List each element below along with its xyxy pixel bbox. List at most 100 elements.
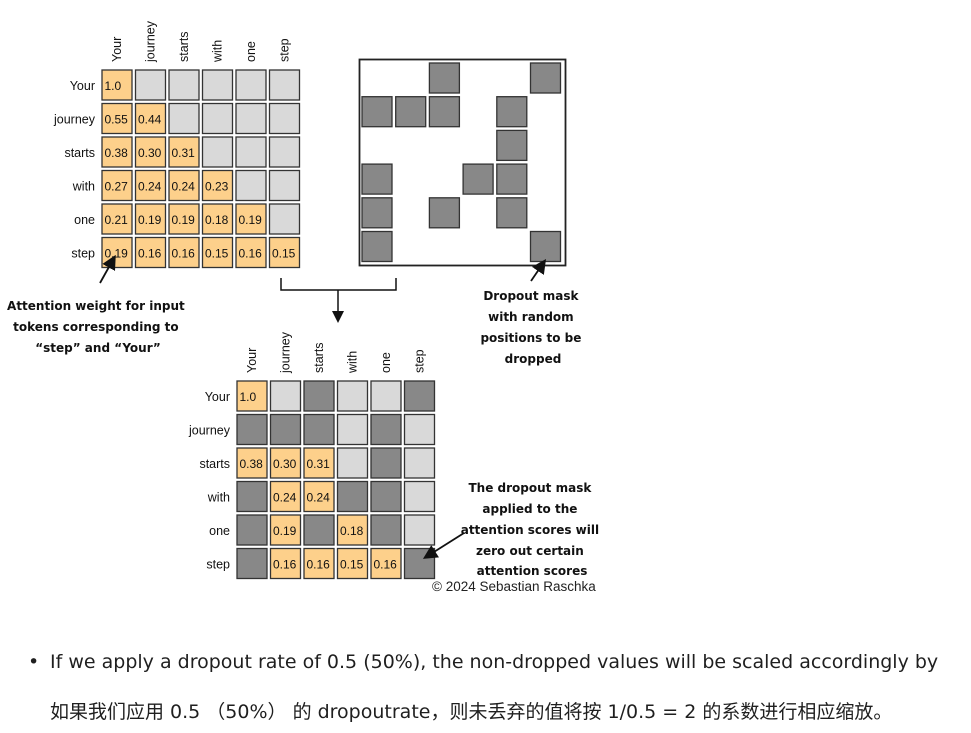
cell-value: 0.19 [273, 524, 297, 538]
cell-value: 0.23 [205, 180, 229, 194]
empty-cell [201, 136, 234, 168]
spellcheck-word: values [597, 651, 659, 673]
column-label: one [244, 41, 258, 62]
attention-weight-annotation: Attention weight for input tokens corres… [7, 299, 189, 355]
mask-cell [462, 163, 494, 195]
weight-cell [134, 203, 167, 235]
bullet-segment: will be [658, 651, 733, 673]
column-label: one [379, 352, 393, 373]
cell-value: 0.18 [340, 524, 364, 538]
weight-cell [134, 169, 167, 202]
cell-value: 0.38 [240, 457, 264, 471]
dropout-mask-annotation: Dropout mask with random positions to be… [480, 289, 585, 366]
weight-cell [168, 203, 200, 235]
kept-cell [303, 480, 335, 513]
cell-value: 0.44 [138, 113, 162, 127]
empty-cell [268, 102, 301, 135]
spellcheck-word: apply [101, 651, 154, 673]
cell-value: 0.30 [138, 146, 162, 160]
mask-cell [361, 197, 393, 229]
mask-cell [496, 197, 528, 229]
cell-value: 1.0 [105, 79, 122, 93]
masked-cell [403, 380, 436, 412]
masked-attention-matrix: Your Your journey journey starts starts with wi… [188, 331, 436, 580]
bullet-segment: If we [50, 651, 102, 673]
cell-value: 0.16 [239, 247, 263, 261]
cell-value: 0.27 [105, 180, 129, 194]
masked-cell [370, 413, 402, 446]
weight-cell [101, 203, 133, 235]
column-label: step [413, 349, 427, 373]
kept-cell [269, 447, 302, 479]
column-label: with [346, 351, 360, 374]
mask-callout-arrow [530, 259, 547, 282]
cell-value: 0.18 [205, 213, 229, 227]
row-label: journey [188, 424, 231, 438]
row-label: journey [53, 113, 96, 127]
cell-value: 0.19 [239, 213, 263, 227]
row-label: one [74, 213, 95, 227]
spellcheck-word: scaled [732, 651, 794, 673]
cell-value: 0.21 [105, 213, 129, 227]
masked-cell [303, 380, 335, 412]
masked-cell [370, 514, 402, 546]
empty-cell [403, 413, 436, 446]
applied-callout-arrow [422, 532, 465, 559]
bullet-paragraph: • If we apply a dropout rate of 0.5 (50%)… [28, 651, 971, 673]
row-label: starts [64, 146, 95, 160]
merge-bracket [280, 278, 397, 291]
bullet-text: If we apply a dropout rate of 0.5 (50%),… [50, 651, 938, 673]
row-label: with [207, 491, 230, 505]
empty-cell [134, 69, 167, 101]
weight-cell [101, 169, 133, 202]
mask-cell [361, 230, 393, 263]
weight-cell [201, 203, 234, 235]
empty-cell [268, 169, 301, 202]
empty-cell [268, 203, 301, 235]
kept-cell [336, 547, 369, 580]
empty-cell [235, 102, 267, 135]
masked-cell [370, 480, 402, 513]
empty-cell [268, 136, 301, 168]
kept-cell [303, 547, 335, 580]
cell-value: 0.24 [307, 491, 331, 505]
row-label: with [72, 180, 95, 194]
cell-value: 0.15 [205, 247, 229, 261]
masked-cell [236, 514, 268, 546]
weight-cell [268, 236, 301, 269]
empty-cell [201, 102, 234, 135]
cell-value: 0.24 [138, 180, 162, 194]
masked-cell [236, 413, 268, 446]
dropout-mask-matrix [358, 58, 567, 267]
empty-cell [336, 380, 369, 412]
cell-value: 0.38 [105, 146, 129, 160]
masked-cell [303, 514, 335, 546]
weight-cell [168, 236, 200, 269]
cell-value: 0.31 [172, 146, 196, 160]
weight-cell [101, 69, 133, 101]
mask-cell [428, 62, 461, 94]
row-label: Your [205, 390, 230, 404]
empty-cell [168, 69, 200, 101]
mask-cell [361, 96, 393, 128]
masked-cell [236, 480, 268, 513]
empty-cell [235, 69, 267, 101]
cell-value: 0.24 [273, 491, 297, 505]
empty-cell [336, 413, 369, 446]
cell-value: 1.0 [240, 390, 257, 404]
dropout-diagram: Your Your journey journey starts starts with wi… [7, 20, 599, 594]
weight-cell [235, 236, 267, 269]
column-label: starts [312, 342, 326, 373]
weight-cell [101, 102, 133, 135]
bullet-segment: rate of 0.5 (50%), the non-dropped [251, 651, 598, 673]
mask-cell [529, 230, 562, 263]
column-label: Your [110, 37, 124, 62]
mask-cell [529, 62, 562, 94]
empty-cell [235, 136, 267, 168]
empty-cell [403, 480, 436, 513]
spellcheck-word: dropout [177, 651, 252, 673]
masked-cell [403, 547, 436, 580]
cell-value: 0.31 [307, 457, 331, 471]
row-label: step [206, 558, 230, 572]
weight-cell [201, 169, 234, 202]
